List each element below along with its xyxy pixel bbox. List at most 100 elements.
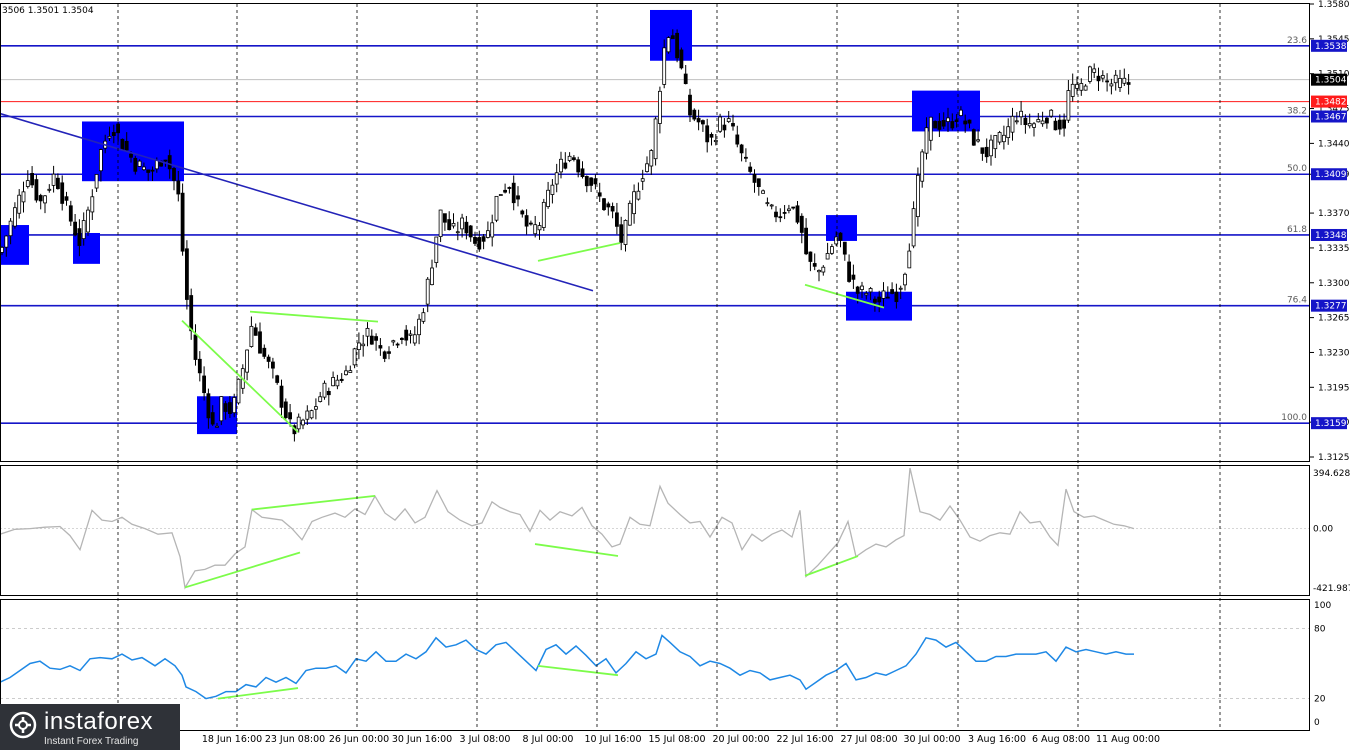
candle-body xyxy=(658,90,662,124)
candle-body xyxy=(326,390,331,396)
candle-body xyxy=(485,230,490,238)
candle-body xyxy=(399,337,404,340)
candle-body xyxy=(1014,120,1019,123)
candle-body xyxy=(99,149,103,172)
date-tick-label: 27 Jul 08:00 xyxy=(841,734,898,745)
candle-body xyxy=(541,201,546,228)
candle-body xyxy=(176,180,181,195)
candle-body xyxy=(460,217,465,230)
date-tick-label: 26 Jun 00:00 xyxy=(329,734,389,745)
axis-labels: 1.35801.35451.35101.34751.34401.34091.33… xyxy=(202,0,1350,745)
candle-body xyxy=(172,167,176,181)
candle-body xyxy=(361,343,366,347)
candle-body xyxy=(4,235,9,248)
candle-body xyxy=(1036,119,1041,123)
candle-body xyxy=(309,410,314,419)
candle-body xyxy=(744,156,748,159)
candle-body xyxy=(163,159,168,162)
candle-body xyxy=(507,187,512,189)
cci-tick-label: 0.00 xyxy=(1313,525,1333,535)
fib-percent-label: 100.0 xyxy=(1281,413,1307,423)
candle-body xyxy=(451,222,456,227)
candle-body xyxy=(73,221,77,236)
candle-body xyxy=(580,168,585,178)
candle-body xyxy=(120,138,125,151)
candle-body xyxy=(928,116,933,141)
candle-body xyxy=(885,296,890,299)
date-tick-label: 3 Aug 16:00 xyxy=(968,734,1026,745)
fib-price-badge-text: 1.3159 xyxy=(1315,419,1347,429)
candle-body xyxy=(916,174,920,218)
fib-price-badge xyxy=(1311,299,1347,312)
candle-body xyxy=(348,370,353,373)
candle-body xyxy=(34,179,39,201)
candle-body xyxy=(619,224,624,243)
date-tick-label: 15 Jul 08:00 xyxy=(649,734,706,745)
candle-body xyxy=(597,192,602,197)
candle-body xyxy=(980,147,985,154)
divergence-line xyxy=(804,283,885,309)
candle-body xyxy=(731,123,735,127)
candle-body xyxy=(206,393,211,419)
candle-body xyxy=(30,173,35,186)
candle-body xyxy=(825,253,830,260)
candle-body xyxy=(606,203,611,208)
candle-body xyxy=(941,120,946,127)
candle-body xyxy=(808,251,813,262)
candle-body xyxy=(430,267,434,286)
candle-body xyxy=(881,290,886,299)
candle-body xyxy=(193,334,198,360)
candle-body xyxy=(215,425,219,428)
date-tick-label: 23 Jun 08:00 xyxy=(265,734,325,745)
candle-body xyxy=(812,263,817,267)
date-tick-label: 22 Jul 16:00 xyxy=(777,734,834,745)
candle-body xyxy=(640,178,645,182)
candle-body xyxy=(868,288,873,293)
candle-body xyxy=(490,222,495,238)
candle-body xyxy=(146,169,151,173)
candle-body xyxy=(56,177,60,190)
candle-body xyxy=(817,270,821,273)
candle-body xyxy=(1096,75,1101,82)
rsi-divergence-line xyxy=(217,687,299,700)
candle-body xyxy=(1075,83,1079,89)
candle-body xyxy=(219,396,224,422)
candle-body xyxy=(937,120,942,130)
candle-body xyxy=(701,120,705,125)
candle-body xyxy=(279,385,284,408)
candle-body xyxy=(1049,109,1054,117)
candle-body xyxy=(683,73,688,85)
candle-body xyxy=(21,191,26,203)
candle-body xyxy=(245,349,250,373)
candle-body xyxy=(993,135,998,150)
fib-price-badge xyxy=(1311,417,1347,430)
candle-body xyxy=(778,216,783,219)
cci-divergence-line xyxy=(184,551,301,589)
candle-body xyxy=(232,397,237,414)
candle-body xyxy=(68,205,73,222)
candle-body xyxy=(748,166,753,172)
candle-body xyxy=(25,180,30,187)
highlight-box xyxy=(73,232,100,264)
candle-body xyxy=(17,194,22,214)
candle-body xyxy=(111,132,116,136)
candle-body xyxy=(425,278,430,305)
fib-price-badge xyxy=(1311,168,1347,181)
divergence-line xyxy=(537,242,621,262)
fib-price-badge xyxy=(1311,228,1347,241)
candle-body xyxy=(1066,90,1071,121)
candle-body xyxy=(679,49,684,69)
candle-body xyxy=(129,153,133,158)
candle-body xyxy=(391,340,396,343)
candle-body xyxy=(718,116,722,132)
candle-body xyxy=(851,274,856,280)
candle-body xyxy=(653,118,658,160)
candle-body xyxy=(692,109,697,120)
candle-body xyxy=(382,351,387,359)
candle-body xyxy=(761,190,765,194)
cci-divergence-line xyxy=(804,555,859,577)
candle-body xyxy=(623,220,628,245)
descending-trendline xyxy=(0,112,594,292)
candle-body xyxy=(1010,115,1015,133)
candle-body xyxy=(1027,123,1032,127)
